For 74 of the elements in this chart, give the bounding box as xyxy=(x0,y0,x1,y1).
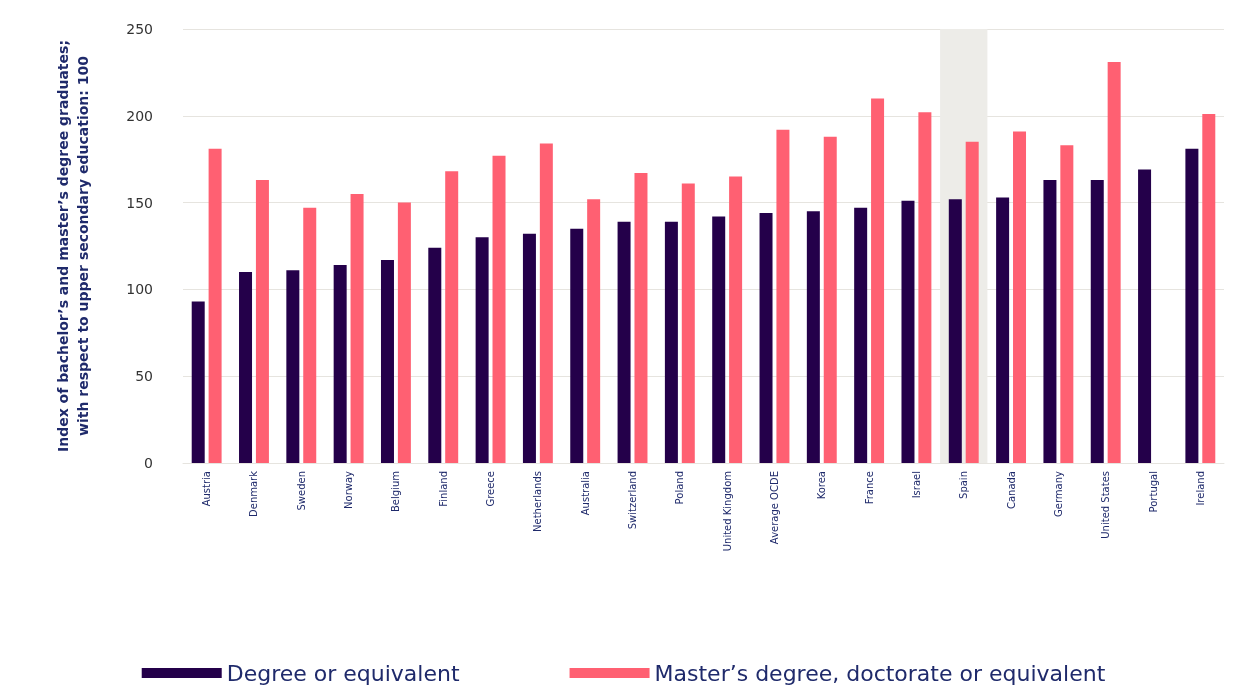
bar xyxy=(634,173,648,463)
x-tick-label: Finland xyxy=(437,471,449,507)
legend-label: Master’s degree, doctorate or equivalent xyxy=(654,660,1106,686)
x-tick-label: Austria xyxy=(201,471,213,507)
x-tick-label: Israel xyxy=(910,471,922,499)
y-axis-title: Index of bachelor’s and master’s degree graduates; with respect to upper secondary education: 100 xyxy=(55,40,91,452)
y-tick-label: 100 xyxy=(126,281,153,298)
x-tick-label: Sweden xyxy=(295,471,307,511)
x-tick-label: Switzerland xyxy=(627,471,639,530)
x-tick-label: Korea xyxy=(816,471,828,500)
bar xyxy=(871,98,885,463)
y-tick-label: 250 xyxy=(126,21,153,37)
bar xyxy=(1013,131,1027,463)
bar xyxy=(664,221,678,463)
bar xyxy=(475,237,489,463)
bar xyxy=(806,211,820,463)
bar xyxy=(759,213,773,463)
bar xyxy=(1202,114,1216,463)
x-tick-label: Average OCDE xyxy=(768,471,780,545)
x-tick-label: Denmark xyxy=(248,470,260,517)
x-tick-label: France xyxy=(863,471,875,505)
x-tick-label: United Kingdom xyxy=(721,471,733,552)
x-tick-label: Australia xyxy=(579,471,591,516)
bar xyxy=(350,193,364,463)
bar xyxy=(539,143,553,463)
bar xyxy=(948,199,962,463)
x-tick-label: Belgium xyxy=(390,471,402,512)
x-tick-label: Poland xyxy=(674,471,686,505)
x-tick-label: Netherlands xyxy=(532,471,544,532)
bar xyxy=(428,247,442,463)
bar xyxy=(303,207,317,463)
bar xyxy=(570,228,584,463)
bar xyxy=(918,112,932,463)
bar xyxy=(492,155,506,463)
x-tick-label: Canada xyxy=(1005,471,1017,510)
bar xyxy=(776,129,790,463)
bar xyxy=(445,171,459,463)
y-tick-label: 150 xyxy=(126,194,153,211)
bar xyxy=(286,270,300,463)
bar xyxy=(587,199,601,463)
x-tick-label: United States xyxy=(1100,471,1112,539)
bar xyxy=(729,176,743,463)
x-tick-label: Greece xyxy=(485,471,497,507)
bar xyxy=(996,197,1010,463)
x-tick-label: Germany xyxy=(1052,470,1064,517)
bar xyxy=(522,233,536,463)
bar xyxy=(380,259,394,463)
bar xyxy=(333,265,347,463)
bar xyxy=(854,207,868,463)
bar xyxy=(208,148,222,463)
bar xyxy=(1107,61,1121,463)
legend-label: Degree or equivalent xyxy=(226,660,460,686)
bar xyxy=(1185,148,1199,463)
bar xyxy=(239,272,253,463)
bar xyxy=(712,216,726,463)
y-tick-label: 50 xyxy=(135,368,153,385)
x-tick-label: Portugal xyxy=(1147,471,1159,513)
y-tick-label: 200 xyxy=(126,107,153,124)
bar xyxy=(1090,180,1104,463)
bar xyxy=(255,180,269,463)
bar xyxy=(1060,145,1074,463)
bar xyxy=(191,301,205,463)
bar xyxy=(617,221,631,463)
y-tick-label: 0 xyxy=(144,455,153,471)
bar xyxy=(1138,169,1152,463)
bar xyxy=(681,183,695,463)
x-tick-label: Ireland xyxy=(1194,471,1206,506)
bar xyxy=(397,202,411,463)
bar xyxy=(901,200,915,463)
x-tick-label: Spain xyxy=(958,471,970,499)
bar xyxy=(1043,180,1057,463)
bar xyxy=(965,141,979,463)
bar xyxy=(823,136,837,463)
x-tick-label: Norway xyxy=(343,470,355,509)
